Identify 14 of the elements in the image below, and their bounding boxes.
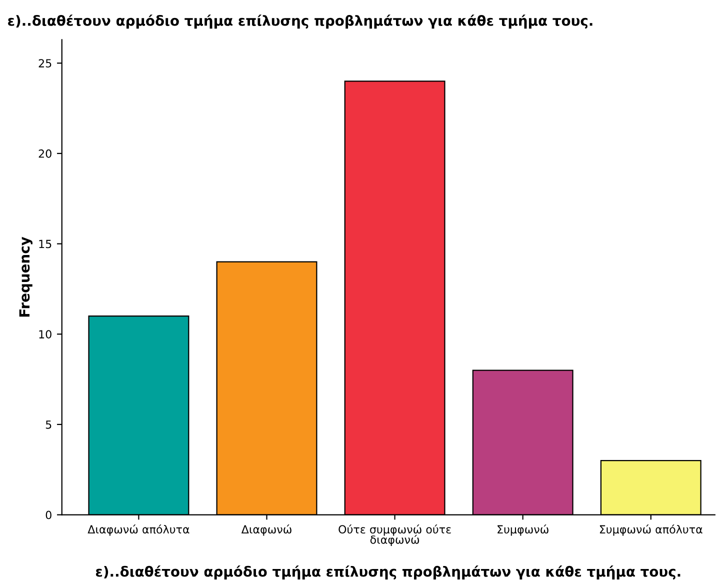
y-axis-title: Frequency xyxy=(19,236,32,317)
y-tick-label: 15 xyxy=(39,240,52,248)
y-tick-label: 10 xyxy=(39,330,52,339)
y-tick-label: 25 xyxy=(38,59,52,68)
y-tick-label: 5 xyxy=(46,420,52,429)
x-tick-label: Ούτε συμφωνώ ούτε διαφωνώ xyxy=(338,524,451,546)
x-tick-label: Διαφωνώ xyxy=(241,524,292,536)
y-tick-label: 20 xyxy=(38,149,52,158)
x-tick-label: Συμφωνώ απόλυτα xyxy=(600,524,702,536)
y-tick-label: 0 xyxy=(46,510,52,520)
x-tick-label: Διαφωνώ απόλυτα xyxy=(88,524,190,536)
chart-title: ε)..διαθέτουν αρμόδιο τμήμα επίλυσης προβλημάτων για κάθε τμήμα τους. xyxy=(8,14,592,29)
x-tick-label: Συμφωνώ xyxy=(498,524,548,536)
x-axis-title: ε)..διαθέτουν αρμόδιο τμήμα επίλυσης προβλημάτων για κάθε τμήμα τους. xyxy=(96,565,680,580)
